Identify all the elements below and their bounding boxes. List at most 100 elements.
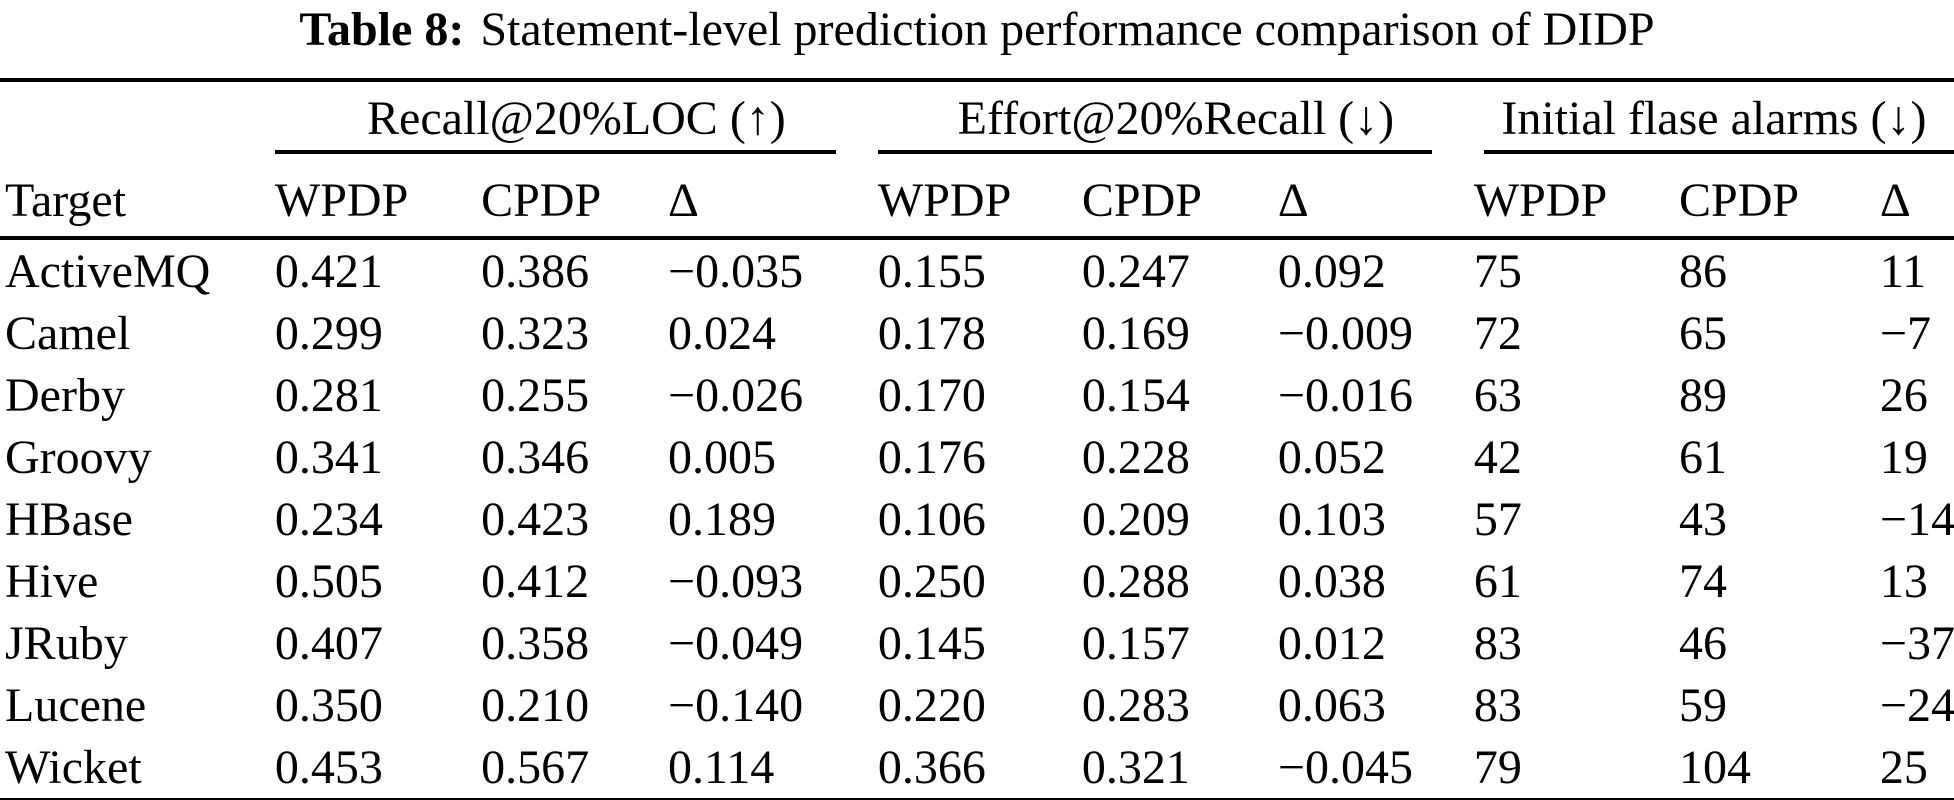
cell-value: 83 xyxy=(1473,616,1522,670)
cell-value: −0.026 xyxy=(668,368,804,422)
cell-value: 0.421 xyxy=(274,244,383,298)
row-target: Derby xyxy=(5,368,125,422)
cell-value: 0.092 xyxy=(1277,244,1386,298)
cell-value: 0.323 xyxy=(481,306,590,360)
row-target: Lucene xyxy=(5,678,147,732)
table-number-label: Table 8: xyxy=(299,3,465,56)
cell-value: 0.288 xyxy=(1081,554,1190,608)
cell-value: 0.281 xyxy=(274,368,383,422)
group-header-recall: Recall@20%LOC (↑) xyxy=(274,80,878,154)
column-header-delta: Δ xyxy=(1277,154,1474,240)
row-target: Camel xyxy=(5,306,131,360)
column-header-delta: Δ xyxy=(668,154,878,240)
cell-value: 65 xyxy=(1679,306,1728,360)
table-row: Derby 0.281 0.255 −0.026 0.170 0.154 −0.… xyxy=(0,364,1954,426)
cell-value: 0.247 xyxy=(1081,244,1190,298)
cell-value: 0.453 xyxy=(274,740,383,794)
cell-value: 0.505 xyxy=(274,554,383,608)
cell-value: 19 xyxy=(1879,430,1928,484)
column-header-cpdp: CPDP xyxy=(1081,154,1278,240)
group-header-effort-label: Effort@20%Recall (↓) xyxy=(957,91,1395,145)
cell-value: −14 xyxy=(1879,492,1954,546)
cell-value: 0.189 xyxy=(668,492,777,546)
cell-value: 75 xyxy=(1473,244,1522,298)
column-header-cpdp: CPDP xyxy=(481,154,669,240)
cell-value: 0.366 xyxy=(877,740,986,794)
cell-value: 0.386 xyxy=(481,244,590,298)
cell-value: 0.299 xyxy=(274,306,383,360)
cell-value: 0.157 xyxy=(1081,616,1190,670)
cell-value: 25 xyxy=(1879,740,1928,794)
cell-value: −0.035 xyxy=(668,244,804,298)
table-caption: Table 8: Statement-level prediction perfo… xyxy=(0,0,1954,78)
row-target: HBase xyxy=(5,492,133,546)
column-header-delta: Δ xyxy=(1879,154,1954,240)
table-row: Wicket 0.453 0.567 0.114 0.366 0.321 −0.… xyxy=(0,736,1954,800)
cell-value: 0.346 xyxy=(481,430,590,484)
cell-value: 0.024 xyxy=(668,306,777,360)
column-header-wpdp: WPDP xyxy=(877,154,1082,240)
group-header-spacer xyxy=(0,80,275,154)
table-row: Groovy 0.341 0.346 0.005 0.176 0.228 0.0… xyxy=(0,426,1954,488)
cell-value: 0.106 xyxy=(877,492,986,546)
cell-value: −0.016 xyxy=(1277,368,1413,422)
cell-value: 79 xyxy=(1473,740,1522,794)
cell-value: 0.407 xyxy=(274,616,383,670)
column-header-target: Target xyxy=(0,154,275,240)
table-row: ActiveMQ 0.421 0.386 −0.035 0.155 0.247 … xyxy=(0,238,1954,302)
cell-value: −0.093 xyxy=(668,554,804,608)
cell-value: 61 xyxy=(1679,430,1728,484)
cell-value: 0.176 xyxy=(877,430,986,484)
table-row: JRuby 0.407 0.358 −0.049 0.145 0.157 0.0… xyxy=(0,612,1954,674)
cell-value: 86 xyxy=(1679,244,1728,298)
row-target: ActiveMQ xyxy=(5,244,211,298)
cell-value: 0.250 xyxy=(877,554,986,608)
cell-value: 0.169 xyxy=(1081,306,1190,360)
cell-value: 0.210 xyxy=(481,678,590,732)
cell-value: 0.341 xyxy=(274,430,383,484)
cell-value: 89 xyxy=(1679,368,1728,422)
cell-value: 72 xyxy=(1473,306,1522,360)
cell-value: 0.063 xyxy=(1277,678,1386,732)
results-table: Recall@20%LOC (↑) Effort@20%Recall (↓) I… xyxy=(0,78,1954,800)
group-header-row: Recall@20%LOC (↑) Effort@20%Recall (↓) I… xyxy=(0,80,1954,154)
cell-value: 0.005 xyxy=(668,430,777,484)
cell-value: 0.423 xyxy=(481,492,590,546)
cell-value: 0.012 xyxy=(1277,616,1386,670)
cell-value: 57 xyxy=(1473,492,1522,546)
cell-value: 0.321 xyxy=(1081,740,1190,794)
group-header-false-alarms-label: Initial flase alarms (↓) xyxy=(1501,91,1927,145)
cell-value: 74 xyxy=(1679,554,1728,608)
cell-value: 0.209 xyxy=(1081,492,1190,546)
table-row: HBase 0.234 0.423 0.189 0.106 0.209 0.10… xyxy=(0,488,1954,550)
group-header-false-alarms: Initial flase alarms (↓) xyxy=(1474,80,1954,154)
group-header-effort: Effort@20%Recall (↓) xyxy=(877,80,1474,154)
cell-value: −24 xyxy=(1879,678,1954,732)
cell-value: −7 xyxy=(1879,306,1931,360)
row-target: Wicket xyxy=(5,740,142,794)
cell-value: 83 xyxy=(1473,678,1522,732)
cell-value: 11 xyxy=(1879,244,1927,298)
column-header-row: Target WPDP CPDP Δ WPDP CPDP Δ WPDP CPDP… xyxy=(0,154,1954,240)
cell-value: −0.049 xyxy=(668,616,804,670)
cell-value: 42 xyxy=(1473,430,1522,484)
cell-value: 0.283 xyxy=(1081,678,1190,732)
cell-value: 43 xyxy=(1679,492,1728,546)
cell-value: −37 xyxy=(1879,616,1954,670)
cell-value: −0.140 xyxy=(668,678,804,732)
table-row: Camel 0.299 0.323 0.024 0.178 0.169 −0.0… xyxy=(0,302,1954,364)
table-row: Lucene 0.350 0.210 −0.140 0.220 0.283 0.… xyxy=(0,674,1954,736)
table-caption-text: Statement-level prediction performance c… xyxy=(480,3,1655,56)
cell-value: −0.009 xyxy=(1277,306,1413,360)
cell-value: 0.114 xyxy=(668,740,775,794)
cell-value: 0.412 xyxy=(481,554,590,608)
group-header-recall-label: Recall@20%LOC (↑) xyxy=(367,91,786,145)
cell-value: 0.255 xyxy=(481,368,590,422)
row-target: Hive xyxy=(5,554,99,608)
column-header-wpdp: WPDP xyxy=(1473,154,1680,240)
cell-value: 0.358 xyxy=(481,616,590,670)
group-underline xyxy=(877,150,1432,154)
cell-value: 0.103 xyxy=(1277,492,1386,546)
cell-value: 0.228 xyxy=(1081,430,1190,484)
cell-value: 0.234 xyxy=(274,492,383,546)
